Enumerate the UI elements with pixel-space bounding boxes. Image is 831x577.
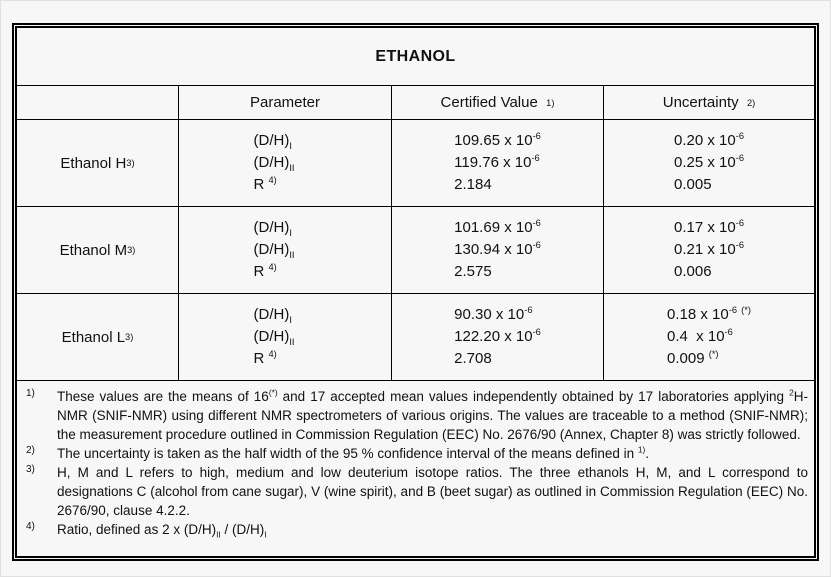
uncertainty-cell: 0.17 x 10-6 0.21 x 10-6 0.006	[603, 207, 814, 293]
certified-value-line: 90.30 x 10-6	[454, 305, 533, 323]
footnote-4: 4) Ratio, defined as 2 x (D/H)II / (D/H)…	[17, 520, 814, 539]
certified-value-cell: 90.30 x 10-6 122.20 x 10-6 2.708	[391, 294, 603, 380]
certified-value-line: 130.94 x 10-6	[454, 240, 541, 258]
header-uncertainty: Uncertainty 2)	[603, 86, 814, 119]
uncertainty-line: 0.009 (*)	[667, 349, 719, 367]
table-title-row: ETHANOL	[17, 28, 814, 86]
footnote-marker: 3)	[26, 464, 35, 475]
uncertainty-line: 0.25 x 10-6	[674, 153, 744, 171]
table-header-row: Parameter Certified Value 1) Uncertainty…	[17, 86, 814, 120]
table-row-ethanol-m: Ethanol M 3) (D/H)I (D/H)II R 4) 101.69 …	[17, 207, 814, 294]
certified-value-line: 2.575	[454, 263, 492, 280]
parameter-cell: (D/H)I (D/H)II R 4)	[178, 294, 391, 380]
parameter-line: (D/H)I	[253, 306, 292, 325]
parameter-cell: (D/H)I (D/H)II R 4)	[178, 207, 391, 293]
parameter-line: (D/H)II	[253, 328, 295, 347]
uncertainty-line: 0.20 x 10-6	[674, 131, 744, 149]
parameter-line: (D/H)II	[253, 241, 295, 260]
uncertainty-line: 0.4 x 10-6	[667, 327, 733, 345]
certificate-table: ETHANOL Parameter Certified Value 1) Unc…	[12, 23, 819, 561]
certified-value-line: 109.65 x 10-6	[454, 131, 541, 149]
certified-value-line: 122.20 x 10-6	[454, 327, 541, 345]
certified-value-line: 2.184	[454, 176, 492, 193]
uncertainty-line: 0.005	[674, 176, 712, 193]
parameter-line: (D/H)I	[253, 132, 292, 151]
sample-label: Ethanol L 3)	[61, 328, 134, 346]
footnote-text: H, M and L refers to high, medium and lo…	[57, 465, 808, 518]
certified-value-line: 2.708	[454, 350, 492, 367]
sample-label: Ethanol H 3)	[60, 154, 135, 172]
uncertainty-line: 0.17 x 10-6	[674, 218, 744, 236]
uncertainty-cell: 0.20 x 10-6 0.25 x 10-6 0.005	[603, 120, 814, 206]
parameter-line: R 4)	[253, 349, 277, 367]
sample-label: Ethanol M 3)	[59, 241, 136, 259]
parameter-line: R 4)	[253, 262, 277, 280]
uncertainty-cell: 0.18 x 10-6 (*) 0.4 x 10-6 0.009 (*)	[603, 294, 814, 380]
footnote-3: 3) H, M and L refers to high, medium and…	[17, 463, 814, 520]
parameter-line: (D/H)II	[253, 154, 295, 173]
uncertainty-line: 0.006	[674, 263, 712, 280]
footnotes-section: 1) These values are the means of 16(*) a…	[17, 381, 814, 556]
footnote-2: 2) The uncertainty is taken as the half …	[17, 444, 814, 463]
uncertainty-line: 0.18 x 10-6 (*)	[667, 305, 751, 323]
header-certified-value: Certified Value 1)	[391, 86, 603, 119]
table-row-ethanol-h: Ethanol H 3) (D/H)I (D/H)II R 4) 109.65 …	[17, 120, 814, 207]
parameter-cell: (D/H)I (D/H)II R 4)	[178, 120, 391, 206]
parameter-line: R 4)	[253, 175, 277, 193]
footnote-marker: 4)	[26, 521, 35, 532]
certified-value-cell: 101.69 x 10-6 130.94 x 10-6 2.575	[391, 207, 603, 293]
parameter-line: (D/H)I	[253, 219, 292, 238]
footnote-marker: 1)	[26, 388, 35, 399]
footnote-text: The uncertainty is taken as the half wid…	[57, 444, 650, 461]
footnote-text: These values are the means of 16(*) and …	[57, 387, 809, 442]
footnote-text: Ratio, defined as 2 x (D/H)II / (D/H)I	[57, 522, 267, 540]
page-title: ETHANOL	[375, 47, 456, 65]
certified-value-line: 119.76 x 10-6	[454, 153, 540, 171]
footnote-marker: 2)	[26, 445, 35, 456]
certified-value-line: 101.69 x 10-6	[454, 218, 541, 236]
uncertainty-line: 0.21 x 10-6	[674, 240, 744, 258]
footnote-1: 1) These values are the means of 16(*) a…	[17, 387, 814, 444]
table-row-ethanol-l: Ethanol L 3) (D/H)I (D/H)II R 4) 90.30 x…	[17, 294, 814, 381]
header-sample	[17, 86, 178, 119]
header-parameter: Parameter	[178, 86, 391, 119]
certified-value-cell: 109.65 x 10-6 119.76 x 10-6 2.184	[391, 120, 603, 206]
